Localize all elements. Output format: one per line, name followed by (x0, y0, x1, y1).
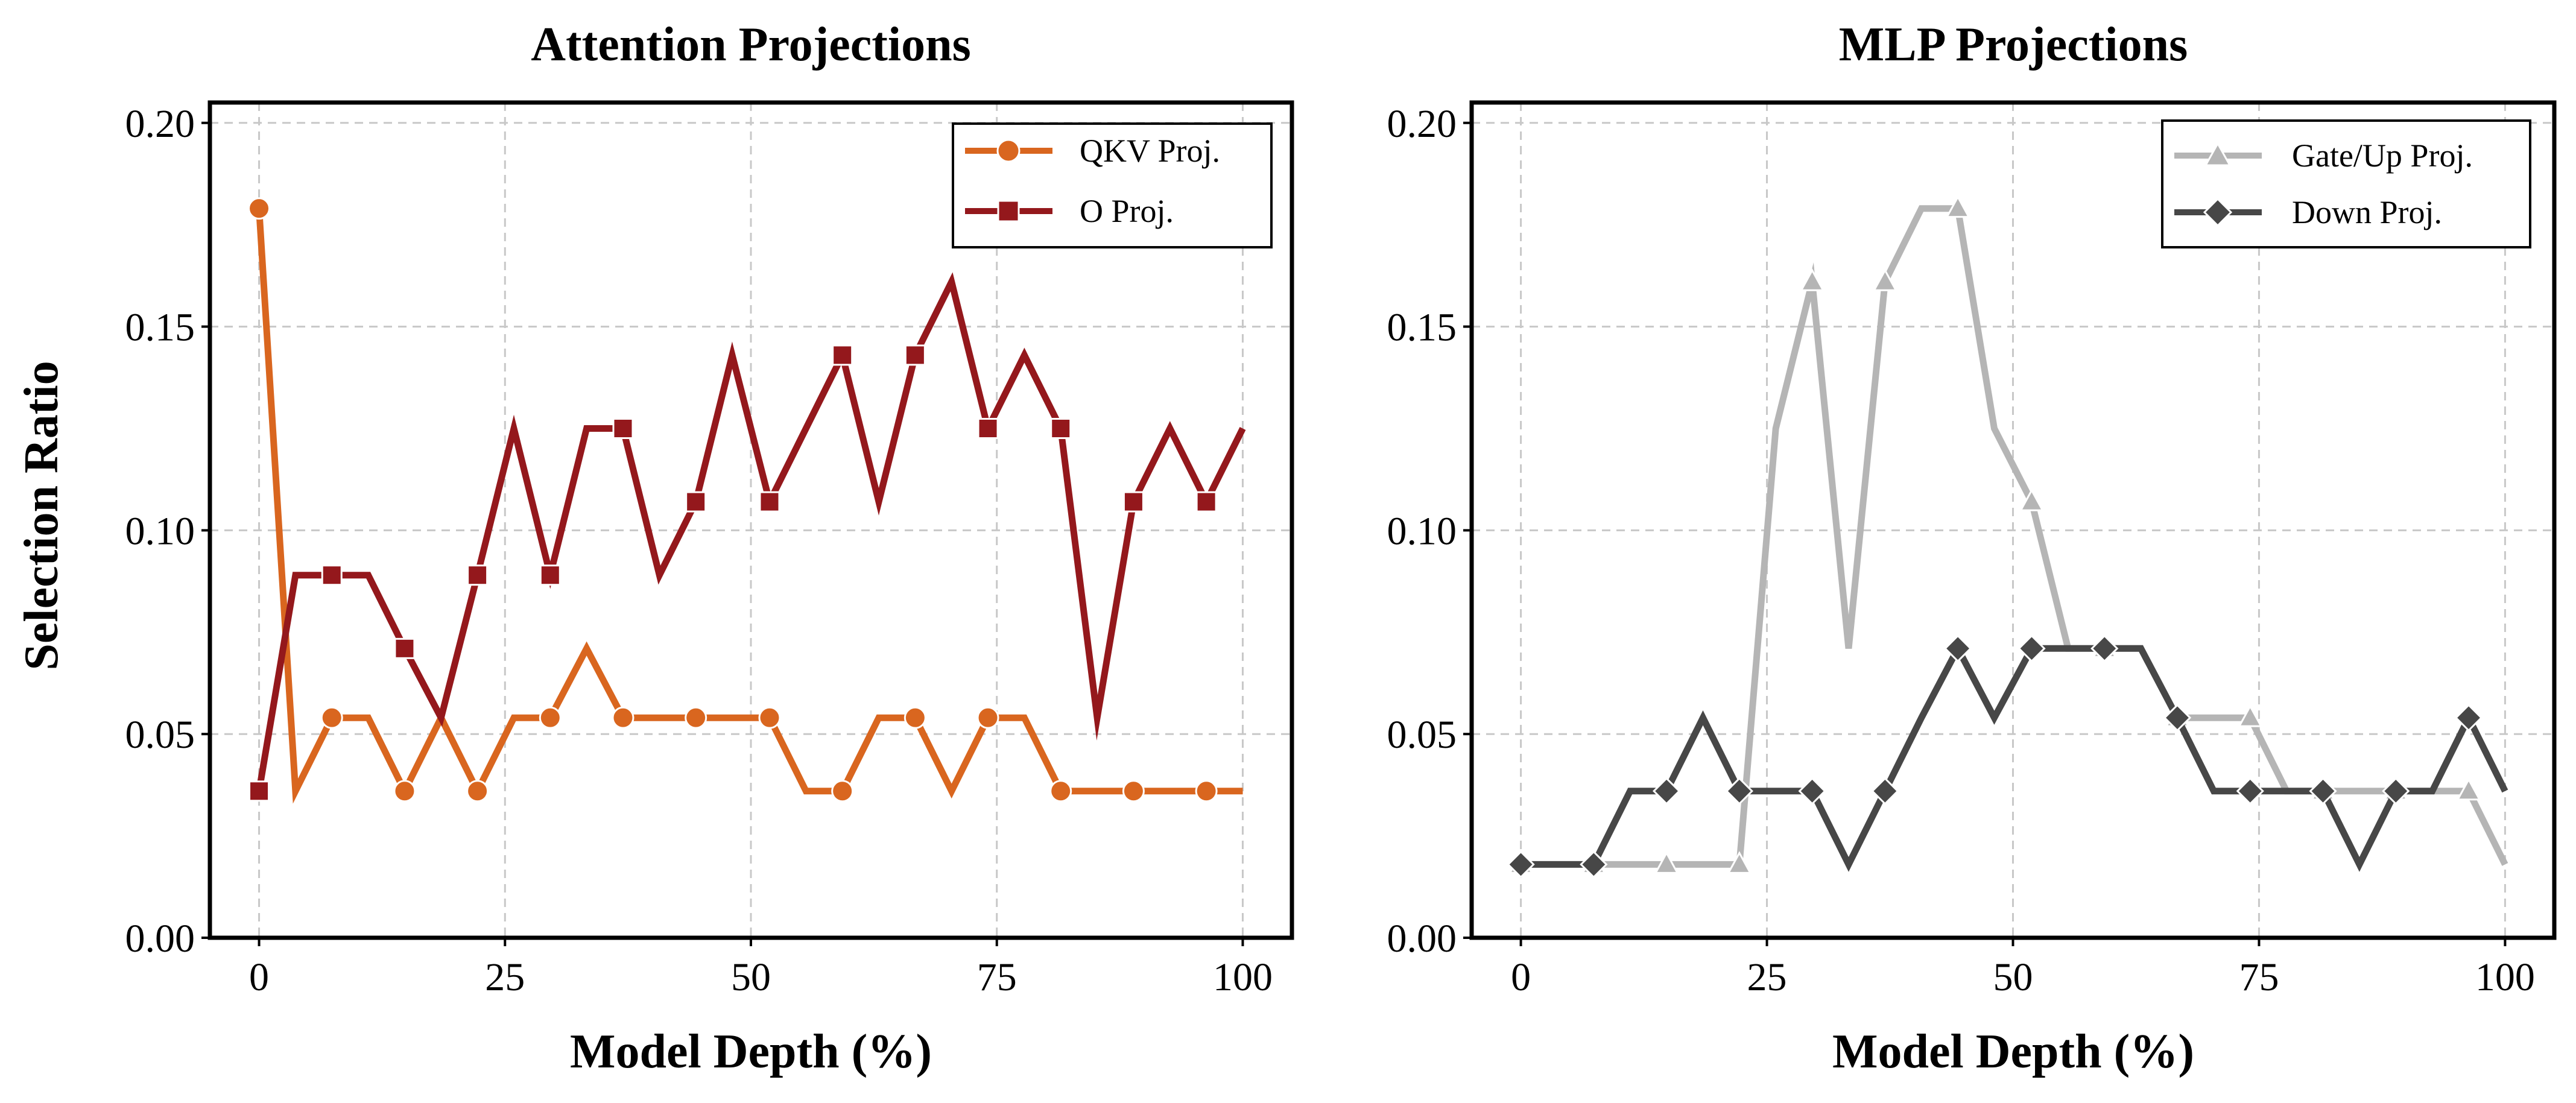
legend-gateup-label: Gate/Up Proj. (2292, 137, 2473, 174)
attention-series-0-point (903, 706, 926, 729)
mlp-series-1-point (2454, 704, 2483, 732)
mlp-y-tick-label: 0.15 (1387, 306, 1457, 350)
mlp-series-0-point (1800, 268, 1825, 291)
mlp-legend-box (2161, 119, 2531, 248)
attention-series-0-line (256, 208, 1243, 804)
attention-x-tick-label: 25 (485, 955, 525, 999)
mlp-series-1-point (1652, 777, 1681, 805)
legend-gateup-marker (2204, 141, 2232, 166)
attention-series-1-point (685, 491, 707, 513)
attention-legend: QKV Proj. O Proj. (952, 122, 1273, 248)
mlp-x-tick-label: 0 (1511, 955, 1531, 999)
mlp-series-1-point (2236, 777, 2264, 805)
attention-series-0-point (1049, 780, 1072, 803)
mlp-x-tick-label: 100 (2475, 955, 2535, 999)
attention-y-tick-label: 0.15 (125, 306, 195, 350)
attention-series-0-point (320, 706, 343, 729)
attention-series-1-point (759, 491, 780, 513)
legend-down-marker (2203, 197, 2233, 227)
mlp-series-1-point (2309, 777, 2337, 805)
mlp-series-0-point (2019, 488, 2045, 511)
attention-series-0-point (758, 706, 781, 729)
attention-chart-title: Attention Projections (531, 18, 971, 71)
mlp-y-tick-label: 0.00 (1387, 917, 1457, 961)
attention-panel: Attention Projections Selection Ratio Mo… (15, 18, 1294, 1078)
attention-series-0-point (539, 706, 562, 729)
attention-series-1-point (977, 417, 999, 439)
mlp-y-tick-label: 0.05 (1387, 713, 1457, 757)
attention-series-1-point (832, 344, 853, 366)
mlp-x-tick-label: 50 (1993, 955, 2033, 999)
mlp-series-1-point (1580, 850, 1608, 879)
attention-y-axis-label: Selection Ratio (15, 361, 68, 670)
attention-x-tick-label: 75 (977, 955, 1017, 999)
attention-series-0-point (248, 197, 271, 220)
attention-series-1-point (1195, 491, 1217, 513)
mlp-series-0-point (1945, 195, 1970, 218)
mlp-x-axis-label: Model Depth (%) (1832, 1025, 2194, 1078)
attention-series-0-point (685, 706, 707, 729)
attention-series-1-point (394, 637, 416, 659)
mlp-series-1-point (1943, 634, 1972, 663)
mlp-legend: Gate/Up Proj. Down Proj. (2161, 119, 2531, 248)
attention-series-0-point (393, 780, 416, 803)
mlp-series-1-point (2382, 777, 2410, 805)
mlp-series-1-point (2163, 704, 2192, 732)
legend-qkv-label: QKV Proj. (1080, 133, 1220, 169)
attention-series-1-point (467, 564, 489, 586)
mlp-y-tick-label: 0.10 (1387, 509, 1457, 553)
attention-x-tick-label: 100 (1213, 955, 1273, 999)
mlp-series-0-point (1654, 851, 1679, 874)
attention-y-tick-label: 0.20 (125, 102, 195, 146)
legend-down-label: Down Proj. (2292, 194, 2442, 230)
attention-series-0-point (976, 706, 999, 729)
mlp-x-tick-label: 25 (1747, 955, 1787, 999)
mlp-series-0-line (1521, 205, 2508, 868)
attention-x-axis-label: Model Depth (%) (570, 1025, 932, 1078)
attention-series-1-point (321, 564, 343, 586)
legend-o-label: O Proj. (1080, 193, 1174, 229)
attention-series-0-point (466, 780, 489, 803)
mlp-x-tick-label: 75 (2239, 955, 2279, 999)
attention-series-1-point (1122, 491, 1144, 513)
legend-qkv-marker (996, 139, 1021, 163)
attention-series-0-point (1195, 780, 1218, 803)
mlp-series-0-point (1727, 851, 1752, 874)
mlp-panel: MLP Projections Model Depth (%) 0 25 50 75 1… (1387, 18, 2557, 1078)
mlp-series-0-point (2238, 704, 2263, 727)
mlp-series-1-line (1521, 641, 2508, 872)
mlp-y-tick-label: 0.20 (1387, 102, 1457, 146)
attention-y-tick-label: 0.05 (125, 713, 195, 757)
attention-y-tick-label: 0.10 (125, 509, 195, 553)
mlp-series-1-point (1871, 777, 1899, 805)
attention-series-1-point (904, 344, 926, 366)
mlp-series-1-point (1798, 777, 1826, 805)
attention-series-0-point (1122, 780, 1145, 803)
attention-series-1-line (256, 272, 1246, 792)
legend-o-marker (997, 200, 1020, 223)
mlp-chart-title: MLP Projections (1839, 18, 2188, 71)
mlp-series-1-point (1725, 777, 1753, 805)
attention-series-1-point (612, 417, 634, 439)
mlp-series-0-point (2456, 777, 2481, 801)
attention-series-0-point (612, 706, 635, 729)
attention-series-1-point (539, 564, 561, 586)
mlp-series-1-point (1507, 850, 1535, 879)
attention-series-1-point (1050, 417, 1072, 439)
mlp-series-1-point (2090, 634, 2119, 663)
attention-series-1-point (248, 780, 270, 802)
mlp-series-1-point (2017, 634, 2046, 663)
attention-series-0-point (831, 780, 854, 803)
attention-y-tick-label: 0.00 (125, 917, 195, 961)
attention-x-tick-label: 50 (731, 955, 771, 999)
attention-plot-area: 0 25 50 75 100 0.00 0.05 0.10 0.15 0.20 (125, 100, 1294, 999)
mlp-plot-area: 0 25 50 75 100 0.00 0.05 0.10 0.15 0.20 (1387, 100, 2557, 999)
attention-x-tick-label: 0 (249, 955, 269, 999)
mlp-series-0-point (1872, 268, 1897, 291)
